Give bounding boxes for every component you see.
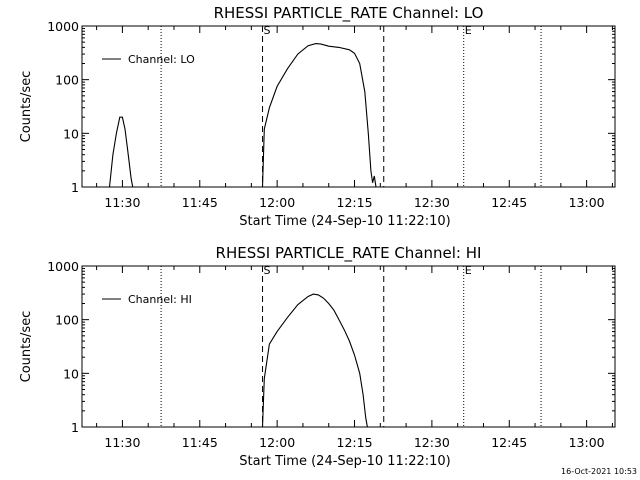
x-tick-label: 12:15 [337, 435, 373, 450]
x-tick-label: 12:45 [491, 435, 527, 450]
x-tick-label: 11:45 [182, 435, 218, 450]
x-tick-label: 13:00 [569, 435, 605, 450]
series-line [108, 116, 134, 188]
x-tick-label: 11:45 [182, 195, 218, 210]
x-tick-label: 12:45 [491, 195, 527, 210]
y-tick-label: 1000 [47, 19, 79, 34]
y-axis-label: Counts/sec [19, 311, 34, 383]
marker-label: E [465, 264, 472, 277]
y-tick-label: 100 [55, 313, 79, 328]
y-axis-label: Counts/sec [19, 71, 34, 143]
y-tick-label: 10 [63, 366, 79, 381]
x-tick-label: 12:30 [414, 195, 450, 210]
marker-label: S [264, 264, 271, 277]
x-tick-label: 11:30 [104, 435, 140, 450]
series-line [261, 293, 368, 428]
x-tick-label: 13:00 [569, 195, 605, 210]
marker-label: S [264, 24, 271, 37]
y-tick-label: 1 [71, 180, 79, 195]
y-tick-label: 1000 [47, 259, 79, 274]
legend-label: Channel: HI [128, 293, 192, 306]
chart-title: RHESSI PARTICLE_RATE Channel: HI [216, 244, 482, 263]
panel-lo: RHESSI PARTICLE_RATE Channel: LO 1 10 100 10… [19, 4, 616, 229]
x-axis-label: Start Time (24-Sep-10 11:22:10) [239, 214, 450, 229]
y-tick-label: 100 [55, 73, 79, 88]
y-tick-label: 1 [71, 420, 79, 435]
x-axis-label: Start Time (24-Sep-10 11:22:10) [239, 454, 450, 469]
series-line [261, 43, 377, 188]
y-tick-label: 10 [63, 126, 79, 141]
legend-label: Channel: LO [128, 53, 195, 66]
x-tick-label: 12:00 [259, 435, 295, 450]
x-tick-label: 12:15 [337, 195, 373, 210]
plot-frame [81, 265, 616, 428]
plot-frame [81, 25, 616, 188]
x-tick-label: 11:30 [104, 195, 140, 210]
x-tick-label: 12:30 [414, 435, 450, 450]
chart-title: RHESSI PARTICLE_RATE Channel: LO [214, 4, 484, 23]
x-tick-label: 12:00 [259, 195, 295, 210]
marker-label: E [465, 24, 472, 37]
panel-hi: RHESSI PARTICLE_RATE Channel: HI 1 10 100 10… [19, 244, 616, 469]
footer-timestamp: 16-Oct-2021 10:53 [561, 467, 637, 476]
